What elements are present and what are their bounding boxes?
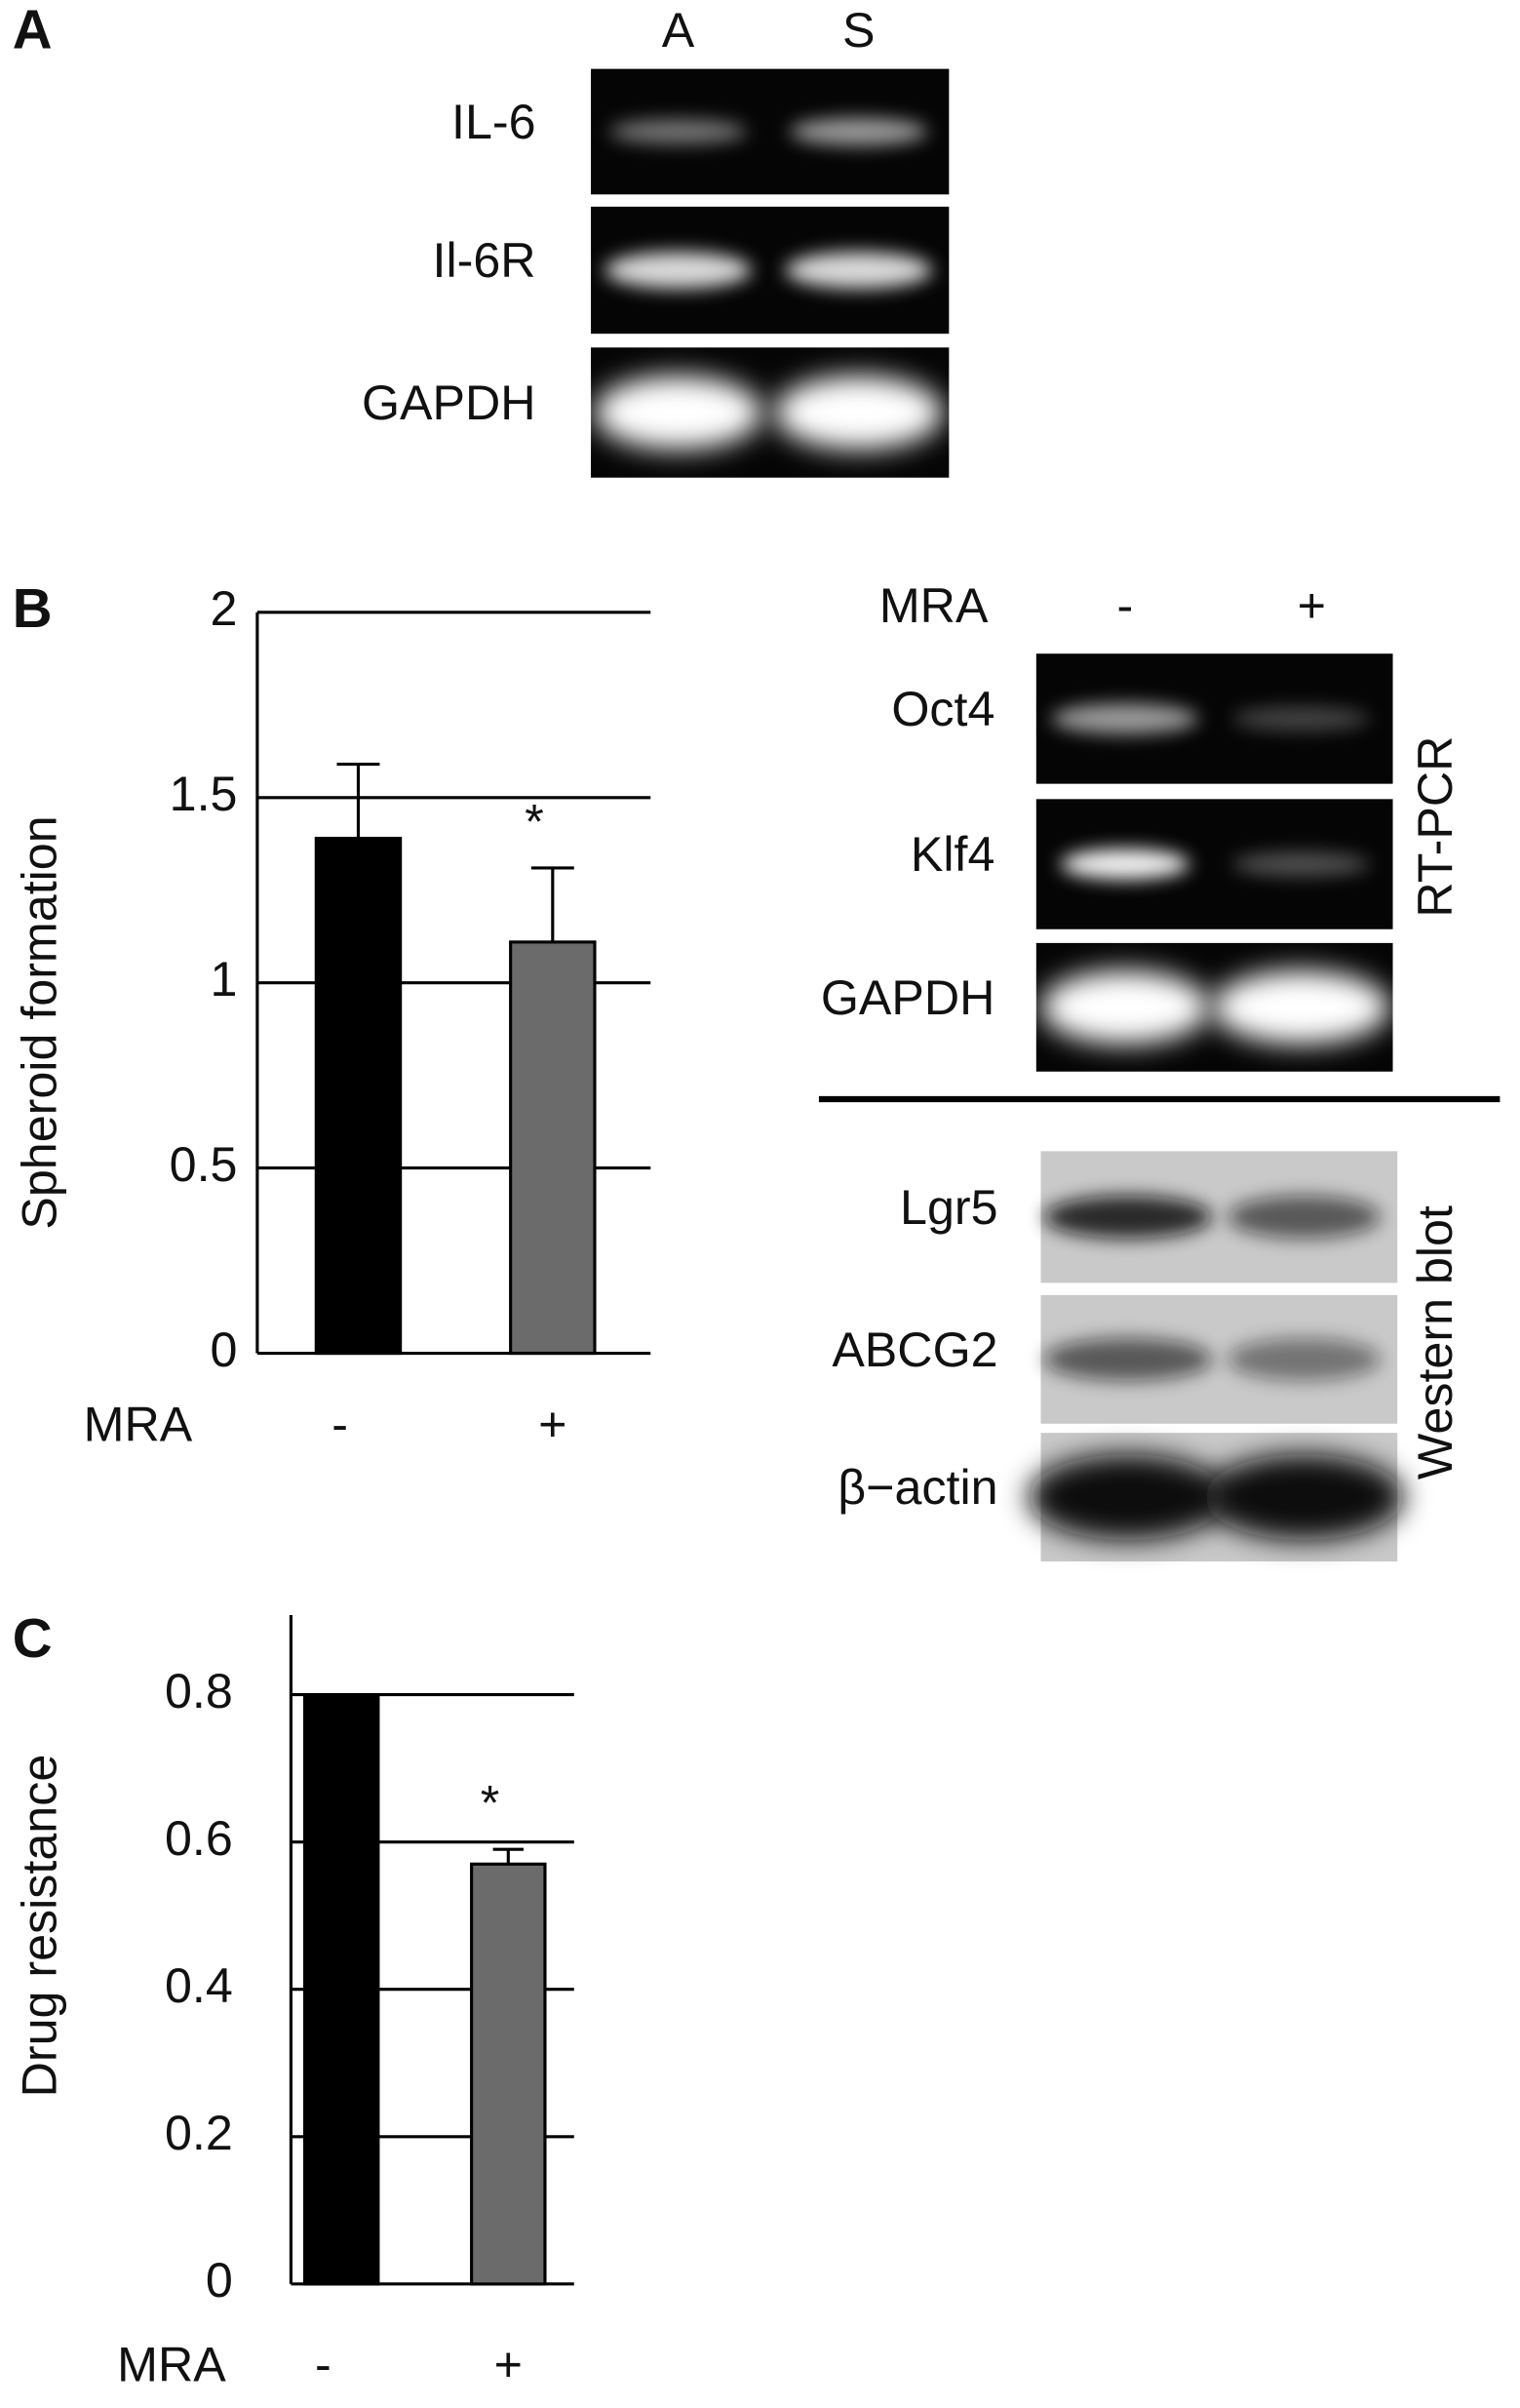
gel-band [1231, 851, 1370, 877]
gel-band [1228, 1195, 1381, 1239]
gel-band [1060, 849, 1189, 880]
x-axis-label: MRA [84, 1398, 193, 1452]
lane-label: - [1116, 578, 1133, 633]
gel-row-label: Il-6R [433, 233, 536, 288]
bar [314, 836, 403, 1356]
lane-label: S [842, 3, 876, 58]
gel-band [785, 252, 933, 289]
gel-band [1043, 1195, 1213, 1239]
gel-band [790, 117, 928, 146]
y-tick-label: 0.8 [165, 1664, 233, 1718]
gel-band [608, 119, 748, 144]
y-tick-label: 1.5 [170, 767, 238, 821]
gel-band [1040, 970, 1210, 1045]
y-tick-label: 1 [211, 952, 238, 1007]
x-tick-label: - [331, 1398, 348, 1452]
y-tick-label: 2 [211, 581, 238, 636]
x-axis-label: MRA [117, 2337, 226, 2391]
gel-row-label: GAPDH [821, 970, 995, 1025]
panel-label: C [13, 1607, 53, 1669]
bar [302, 1692, 380, 2286]
condition-label: MRA [879, 578, 989, 633]
error-bar [492, 1847, 524, 1865]
annotation: * [481, 1776, 500, 1831]
y-axis-label: Spheroid formation [12, 815, 66, 1229]
y-axis-label: Drug resistance [12, 1755, 66, 2098]
gel-row-label: β−actin [838, 1460, 997, 1515]
gel-band [594, 375, 762, 450]
y-tick-label: 0.2 [165, 2106, 233, 2160]
gel-row-label: ABCG2 [832, 1322, 997, 1377]
panel-label: A [13, 0, 53, 59]
method-label: Western blot [1408, 1205, 1462, 1480]
gel-band [1228, 1337, 1381, 1381]
annotation: * [525, 794, 544, 849]
gel-band [604, 252, 752, 289]
gel-band [1204, 1454, 1404, 1541]
x-tick-label: - [315, 2337, 331, 2391]
gel-row-label: GAPDH [362, 375, 536, 430]
gel-band [774, 375, 944, 450]
gel-row-label: Klf4 [911, 827, 995, 882]
panel-label: B [13, 577, 53, 639]
method-label: RT-PCR [1408, 736, 1462, 918]
y-tick-label: 0.4 [165, 1958, 233, 2013]
gel-band [1043, 1337, 1213, 1381]
y-tick-label: 0.5 [170, 1137, 238, 1192]
error-bar [530, 866, 574, 942]
gel-band [1231, 706, 1370, 731]
y-tick-label: 0.6 [165, 1811, 233, 1866]
y-tick-label: 0 [211, 1322, 238, 1377]
gel-band [1212, 970, 1390, 1045]
x-tick-label: + [538, 1398, 566, 1452]
error-bar [336, 763, 380, 839]
lane-label: A [662, 3, 695, 58]
x-tick-label: + [494, 2337, 523, 2391]
y-tick-label: 0 [206, 2253, 233, 2308]
bar [470, 1862, 547, 2286]
gel-band [1028, 1454, 1228, 1541]
gel-band [1051, 703, 1199, 734]
bar [509, 940, 597, 1356]
gel-row-label: IL-6 [451, 95, 536, 149]
gel-row-label: Oct4 [891, 682, 994, 736]
gel-row-label: Lgr5 [900, 1180, 998, 1235]
lane-label: + [1298, 578, 1326, 633]
